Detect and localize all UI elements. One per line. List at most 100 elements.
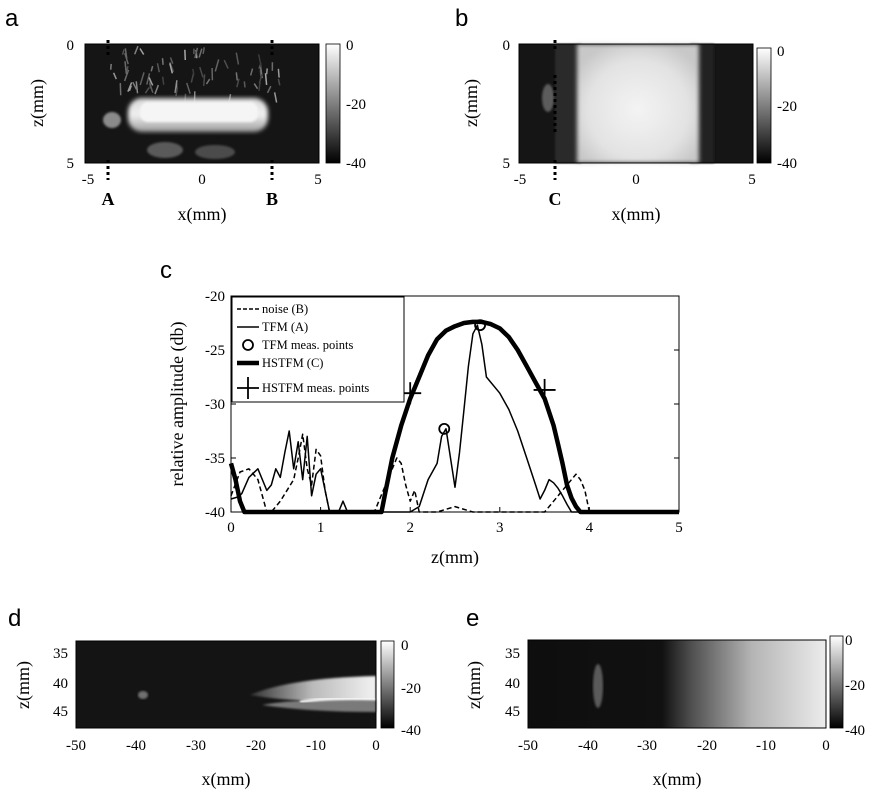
panel-e-xtick-3: -20 (697, 738, 717, 754)
speckle-mark (148, 77, 154, 86)
speckle-mark (112, 72, 118, 80)
speckle-mark (273, 92, 278, 103)
speckle-mark (266, 85, 272, 94)
panel-b-image (519, 44, 753, 163)
panel-e-xtick-4: -10 (756, 738, 776, 754)
panel-b-xlabel: x(mm) (612, 204, 661, 225)
speckle-mark (154, 84, 160, 95)
speckle-mark (133, 45, 139, 55)
panel-b-ylabel: z(mm) (461, 79, 482, 127)
speckle-mark (190, 73, 195, 83)
speckle-mark (249, 68, 254, 76)
legend-hstfm-meas-label: HSTFM meas. points (262, 381, 369, 395)
speckle-mark (124, 61, 128, 75)
panel-c-ytick-1: -25 (205, 343, 225, 359)
panel-d-cbtick-0: 0 (401, 638, 409, 654)
legend-box (231, 296, 405, 403)
speckle-mark (148, 82, 154, 94)
panel-a-ytick-0: 0 (67, 38, 75, 54)
panel-a-image (85, 44, 319, 163)
panel-b-xtick-0: -5 (514, 172, 527, 188)
panel-a-ylabel: z(mm) (27, 79, 48, 127)
panel-d-ylabel: z(mm) (13, 661, 34, 709)
panel-c-ytick-3: -35 (205, 451, 225, 467)
panel-e-xtick-5: 0 (822, 738, 830, 754)
panel-c-ylabel: relative amplitude (db) (167, 322, 188, 487)
hstfm-meas-point (533, 378, 556, 401)
panel-a-marker-b-label: B (266, 189, 278, 209)
tfm-meas-point (474, 319, 486, 332)
panel-d-colorbar (380, 640, 395, 729)
speckle-mark (169, 57, 174, 64)
speckle-mark (121, 49, 125, 55)
panel-e-cbtick-1: -20 (845, 678, 865, 694)
panel-d-xtick-1: -40 (126, 738, 146, 754)
panel-a-colorbar (325, 43, 341, 164)
panel-c-ytick-2: -30 (205, 397, 225, 413)
speckle-mark (253, 83, 259, 90)
panel-b-frame (518, 43, 754, 164)
panel-a-cbtick-2: -40 (346, 156, 366, 172)
panel-d-ytick-1: 40 (53, 676, 68, 692)
speckle-mark (214, 59, 220, 72)
panel-d-xtick-3: -20 (246, 738, 266, 754)
series-1-line (230, 324, 679, 513)
speckle-mark (126, 66, 129, 72)
speckle-mark (202, 74, 206, 87)
panel-e-ytick-0: 35 (505, 646, 520, 662)
panel-d-xtick-5: 0 (372, 738, 380, 754)
panel-label-a: a (5, 5, 19, 32)
speckle-mark (198, 48, 203, 58)
speckle-mark (128, 85, 132, 92)
panel-label-e: e (466, 605, 479, 632)
panel-d-cbtick-2: -40 (401, 723, 421, 739)
speckle-mark (277, 78, 281, 86)
panel-e-xtick-0: -50 (518, 738, 538, 754)
speckle-mark (146, 73, 151, 85)
panel-e-xlabel: x(mm) (653, 769, 702, 790)
panel-c-legend: noise (B) TFM (A) TFM meas. points HSTFM… (231, 296, 405, 403)
speckle-mark (192, 68, 195, 75)
panel-c-ytick-4: -40 (205, 505, 225, 521)
speckle-mark (258, 82, 261, 91)
panel-d-cbtick-1: -20 (401, 681, 421, 697)
panel-a-cbtick-1: -20 (346, 97, 366, 113)
speckle-mark (264, 73, 268, 85)
speckle-mark (132, 81, 138, 90)
speckle-mark (277, 68, 280, 78)
panel-e-xtick-2: -30 (637, 738, 657, 754)
speckle-mark (150, 65, 154, 72)
panel-e-ytick-1: 40 (505, 676, 520, 692)
panel-label-c: c (160, 257, 172, 284)
speckle-mark (123, 69, 130, 82)
speckle-mark (236, 78, 240, 88)
panel-c-ytick-0: -20 (205, 289, 225, 305)
speckle-mark (243, 81, 246, 88)
speckle-mark (257, 54, 263, 68)
speckle-mark (161, 58, 164, 65)
panel-e-colorbar (829, 635, 844, 729)
panel-e-xtick-1: -40 (578, 738, 598, 754)
panel-a-frame (84, 43, 320, 164)
panel-c-xtick-4: 4 (586, 520, 594, 536)
speckle-mark (202, 47, 206, 55)
panel-c-xlabel: z(mm) (431, 547, 479, 568)
panel-c-lines (228, 319, 679, 515)
panel-d-xtick-2: -30 (186, 738, 206, 754)
speckle-mark (124, 52, 129, 65)
panel-c-ticks: 0 1 2 3 4 5 -20 -25 -30 -35 -40 (205, 289, 683, 536)
panel-b-xtick-2: 5 (748, 172, 756, 188)
panel-e-cbtick-0: 0 (845, 633, 853, 649)
legend-hstfm-meas-swatch (237, 377, 259, 399)
speckle-mark (169, 63, 174, 74)
panel-b-ytick-1: 5 (503, 156, 511, 172)
panel-label-d: d (8, 605, 21, 632)
legend-hstfm-label: HSTFM (C) (262, 356, 323, 370)
panel-d-ytick-2: 45 (53, 704, 68, 720)
panel-c-xtick-0: 0 (227, 520, 235, 536)
panel-e-image (528, 640, 826, 728)
panel-c-xtick-5: 5 (675, 520, 683, 536)
panel-e-cbtick-2: -40 (845, 723, 865, 739)
panel-a-xtick-1: 0 (198, 172, 206, 188)
